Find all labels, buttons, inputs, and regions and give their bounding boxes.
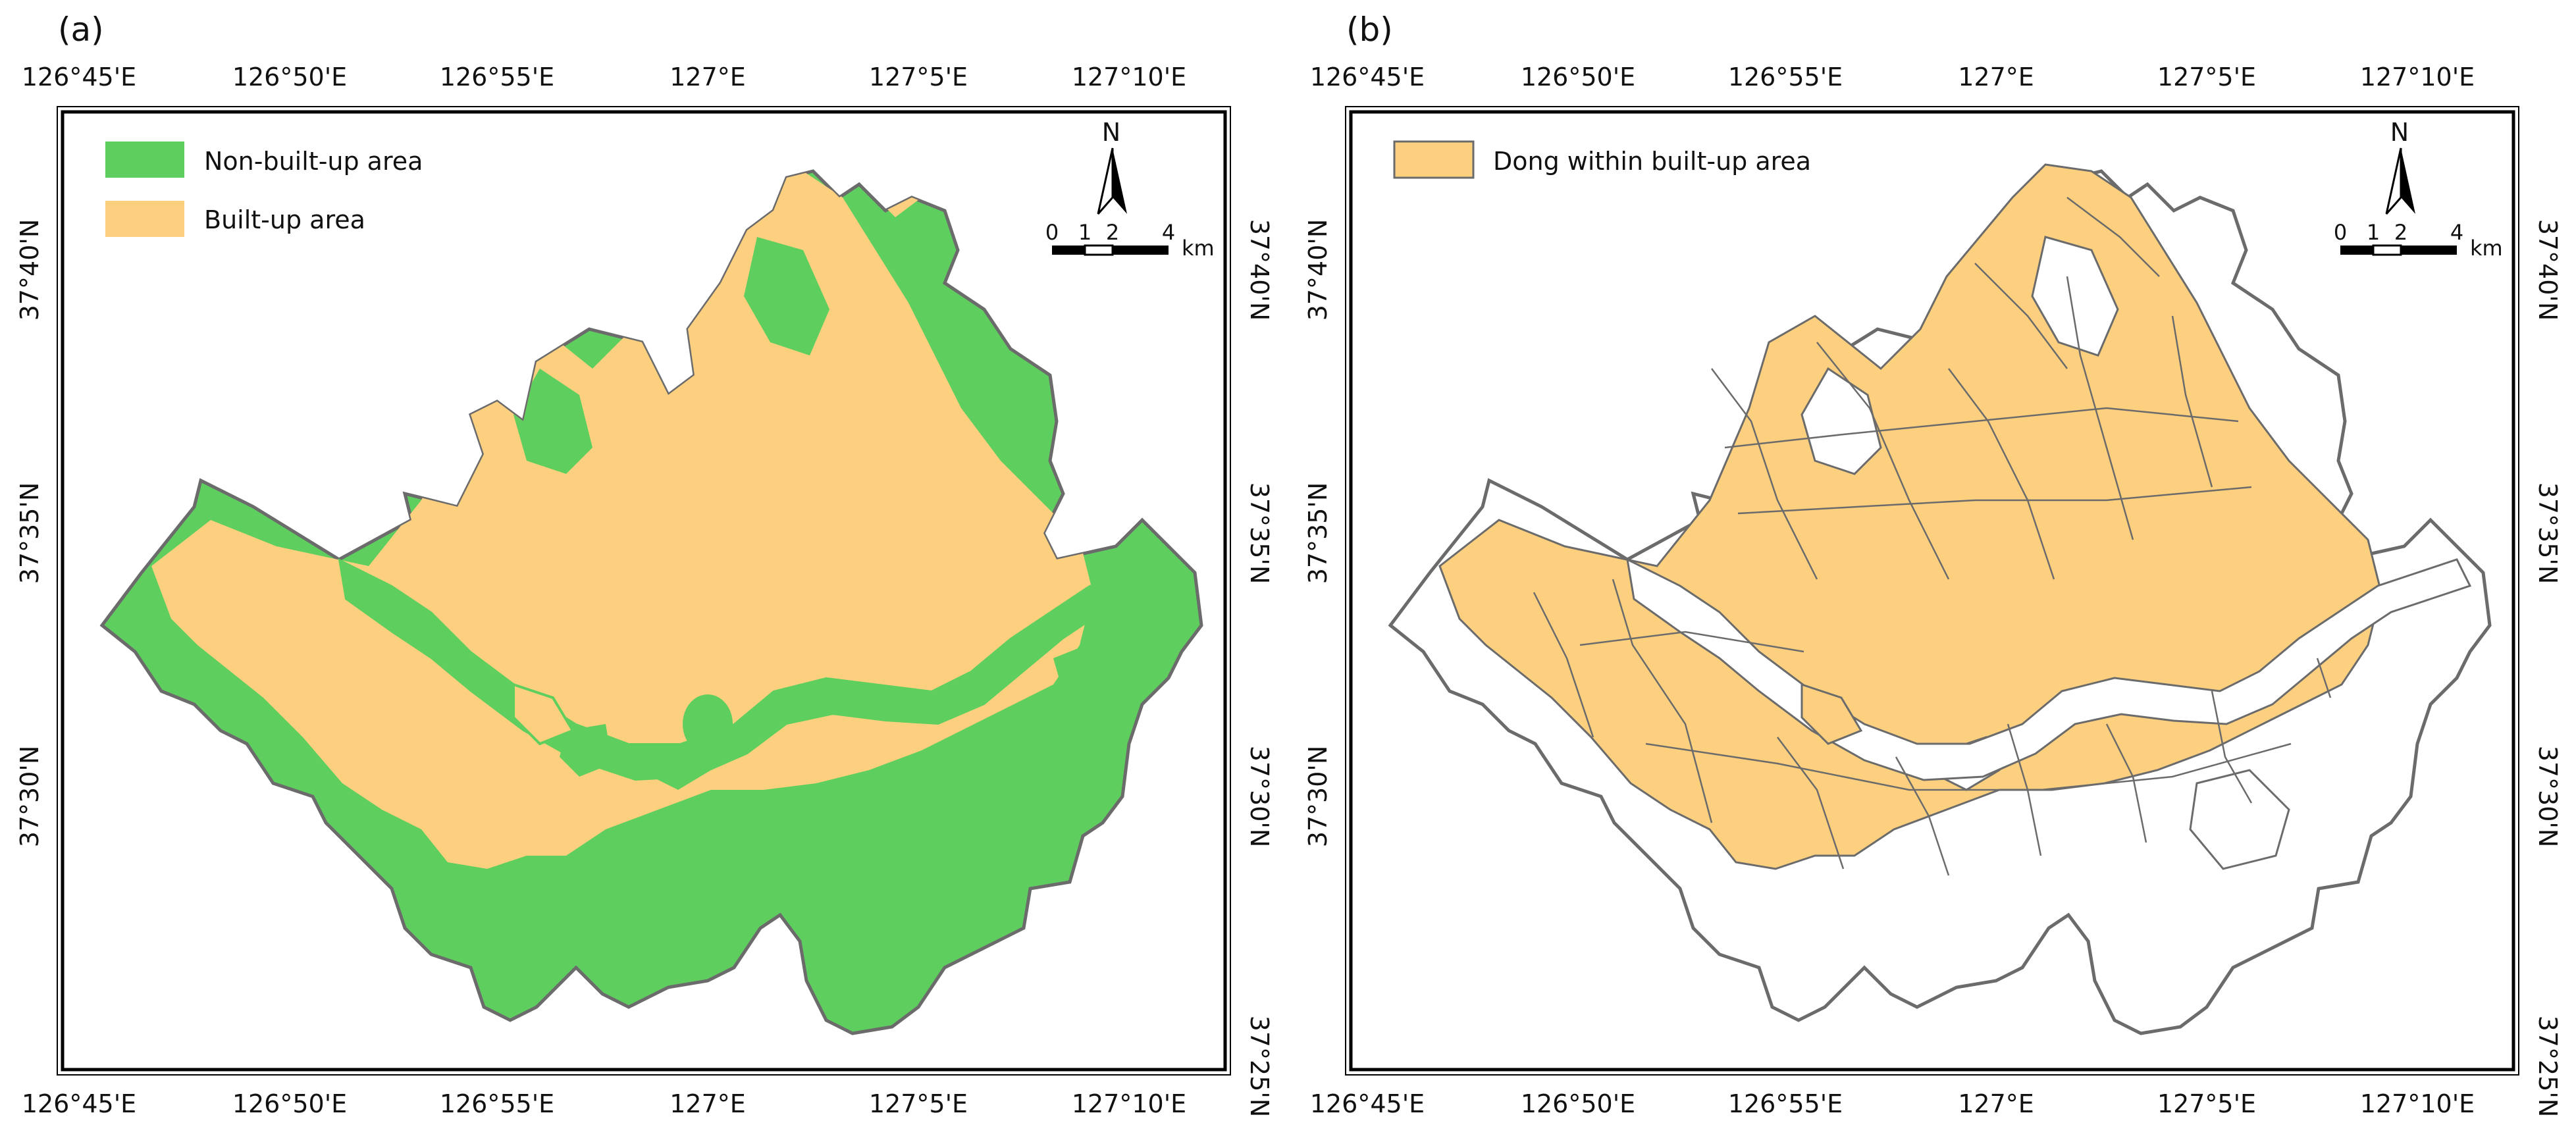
yeouido-b [1801,683,1863,745]
lon-tick-bottom-a-2: 126°55'E [440,1089,554,1118]
scale-seg-2-a [1084,244,1114,256]
lat-tick-right-b-2: 37°30'N [2533,746,2562,848]
lon-tick-bottom-b-2: 126°55'E [1728,1089,1843,1118]
island-a [683,694,733,754]
legend-swatch-built-up [105,201,184,237]
lon-tick-top-b-4: 127°5'E [2157,63,2256,91]
lon-ticks-top-b: 126°45'E 126°50'E 126°55'E 127°E 127°5'E… [1310,63,2475,91]
lat-tick-left-a-1: 37°35'N [15,482,44,584]
lon-tick-top-b-0: 126°45'E [1310,63,1425,91]
legend-a: Non-built-up area Built-up area [105,142,423,237]
panel-a: (a) N [15,11,1274,1118]
lon-tick-bottom-a-0: 126°45'E [22,1089,136,1118]
lat-tick-right-a-0: 37°40'N [1245,219,1274,321]
map-frame-outer-b [1345,106,2519,1076]
lon-tick-bottom-a-4: 127°5'E [869,1089,968,1118]
scale-seg-1-a [1052,246,1085,255]
lat-ticks-right-a: 37°40'N 37°35'N 37°30'N 37°25'N [1245,219,1274,1118]
scale-tick-0-a: 0 [1045,220,1059,245]
lat-tick-right-a-3: 37°25'N [1245,1016,1274,1118]
scale-unit-b: km [2470,236,2503,261]
lat-tick-left-b-0: 37°40'N [1303,219,1332,321]
lon-tick-top-b-5: 127°10'E [2360,63,2475,91]
lat-tick-left-b-2: 37°30'N [1303,746,1332,848]
lon-tick-top-a-0: 126°45'E [22,63,136,91]
legend-swatch-dong [1393,140,1475,179]
lat-ticks-right-b: 37°40'N 37°35'N 37°30'N 37°25'N [2533,219,2562,1118]
lon-tick-top-b-1: 126°50'E [1521,63,1635,91]
scale-tick-0-b: 0 [2334,220,2347,245]
scale-seg-1-b [2340,246,2373,255]
lat-tick-left-b-1: 37°35'N [1303,482,1332,584]
scale-seg-3-a [1113,246,1169,255]
legend-b: Dong within built-up area [1393,140,1811,179]
lon-tick-top-b-2: 126°55'E [1728,63,1843,91]
panel-b: (b) [1303,11,2562,1118]
scale-seg-3-b [2401,246,2457,255]
north-arrow-a: N [1097,118,1127,215]
map-frame-outer-a [57,106,1231,1076]
lon-tick-top-a-5: 127°10'E [1072,63,1186,91]
north-arrow-shape-left [1097,147,1114,215]
legend-swatch-non-built-up [105,142,184,178]
lat-tick-right-a-2: 37°30'N [1245,746,1274,848]
lon-ticks-top-a: 126°45'E 126°50'E 126°55'E 127°E 127°5'E… [22,63,1186,91]
seoul-map-a [102,138,1201,1033]
north-arrow-b: N [2385,118,2415,215]
north-label-b: N [2390,118,2409,147]
lat-tick-right-b-3: 37°25'N [2533,1016,2562,1118]
lon-tick-bottom-b-3: 127°E [1958,1089,2034,1118]
lon-tick-bottom-b-1: 126°50'E [1521,1089,1635,1118]
lat-tick-left-a-0: 37°40'N [15,219,44,321]
lon-tick-bottom-a-3: 127°E [670,1089,746,1118]
lat-ticks-left-b: 37°40'N 37°35'N 37°30'N [1303,219,1332,848]
panel-label-a: (a) [58,11,104,49]
scale-bar-b: 0 1 2 4 km [2334,220,2503,261]
lon-tick-bottom-a-5: 127°10'E [1072,1089,1186,1118]
lat-tick-right-a-1: 37°35'N [1245,482,1274,584]
scale-tick-4-b: 4 [2450,220,2463,245]
legend-label-built-up: Built-up area [204,205,365,234]
dong-boundaries [1533,197,2332,876]
seoul-map-b [1390,163,2490,1033]
lon-ticks-bottom-a: 126°45'E 126°50'E 126°55'E 127°E 127°5'E… [22,1089,1186,1118]
scale-seg-2-b [2372,244,2402,256]
scale-tick-4-a: 4 [1162,220,1175,245]
lon-tick-top-b-3: 127°E [1958,63,2034,91]
lon-tick-bottom-b-4: 127°5'E [2157,1089,2256,1118]
yeouido-a [512,683,575,746]
lat-tick-left-a-2: 37°30'N [15,746,44,848]
lon-tick-top-a-1: 126°50'E [232,63,347,91]
north-arrow-shape-right [1113,148,1127,214]
lon-tick-top-a-4: 127°5'E [869,63,968,91]
lon-ticks-bottom-b: 126°45'E 126°50'E 126°55'E 127°E 127°5'E… [1310,1089,2475,1118]
lat-tick-right-b-0: 37°40'N [2533,219,2562,321]
legend-label-dong: Dong within built-up area [1493,147,1811,176]
scale-tick-2-a: 2 [1106,220,1119,245]
north-label-a: N [1102,118,1120,147]
lon-tick-bottom-b-0: 126°45'E [1310,1089,1425,1118]
scale-tick-2-b: 2 [2394,220,2407,245]
scale-tick-1-b: 1 [2367,220,2380,245]
north-arrow-b-shape-left [2385,147,2402,215]
lat-ticks-left-a: 37°40'N 37°35'N 37°30'N [15,219,44,848]
map-frame-a [61,110,1227,1072]
map-frame-b [1349,110,2515,1072]
lat-tick-right-b-1: 37°35'N [2533,482,2562,584]
lon-tick-bottom-b-5: 127°10'E [2360,1089,2475,1118]
scale-unit-a: km [1182,236,1215,261]
lon-tick-top-a-2: 126°55'E [440,63,554,91]
scale-tick-1-a: 1 [1078,220,1091,245]
lon-tick-bottom-a-1: 126°50'E [232,1089,347,1118]
lon-tick-top-a-3: 127°E [670,63,746,91]
scale-bar-a: 0 1 2 4 km [1045,220,1215,261]
legend-label-non-built-up: Non-built-up area [204,147,423,176]
north-arrow-b-shape-right [2401,148,2415,214]
panel-label-b: (b) [1346,11,1393,49]
